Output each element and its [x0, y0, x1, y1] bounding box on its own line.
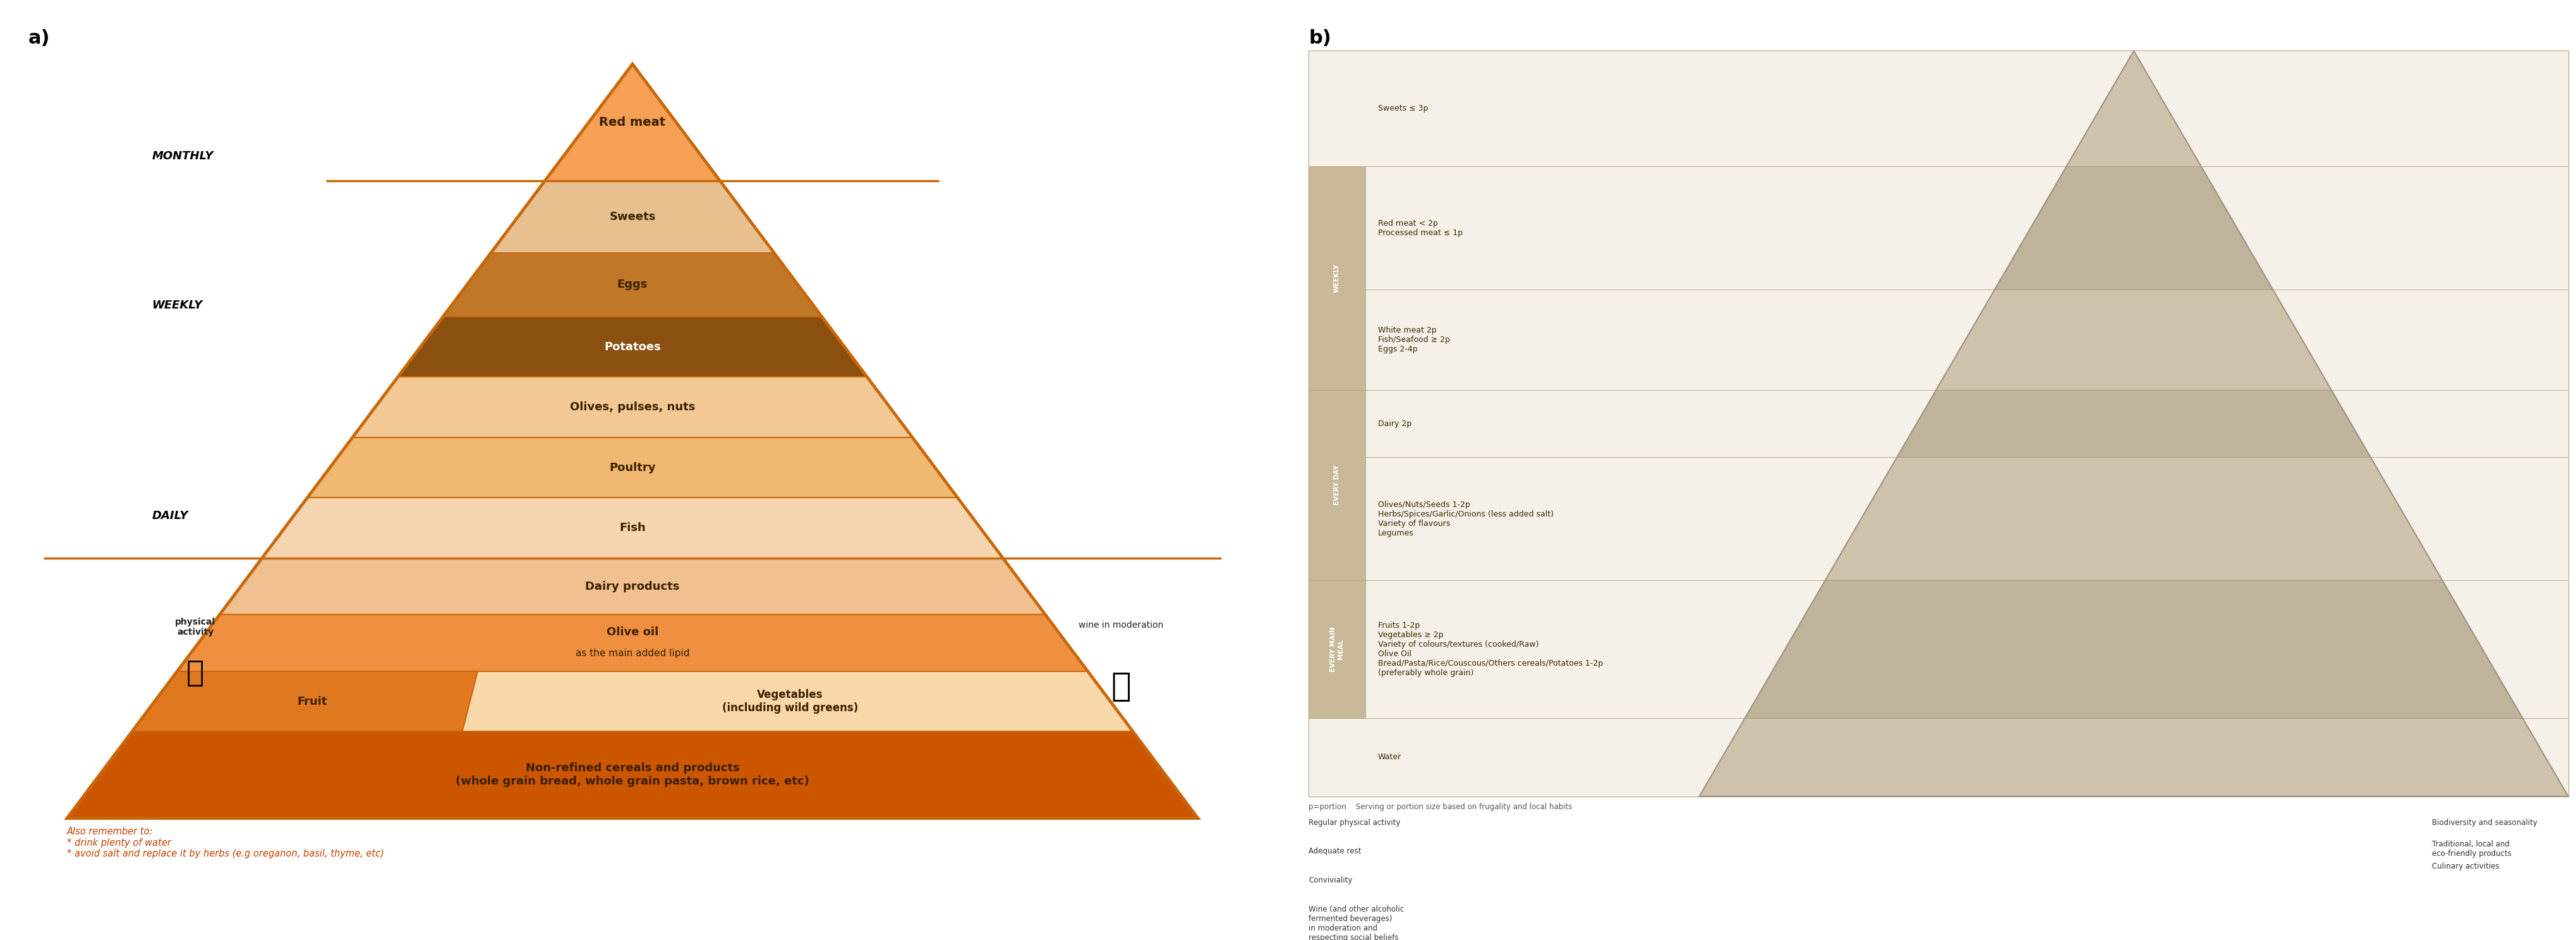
Text: Olives, pulses, nuts: Olives, pulses, nuts: [569, 401, 696, 413]
Polygon shape: [219, 558, 1046, 615]
Polygon shape: [67, 731, 1198, 819]
Text: Red meat < 2p
Processed meat ≤ 1p: Red meat < 2p Processed meat ≤ 1p: [1378, 219, 1463, 237]
Text: White meat 2p
Fish/Seafood ≥ 2p
Eggs 2-4p: White meat 2p Fish/Seafood ≥ 2p Eggs 2-4…: [1378, 326, 1450, 353]
Text: wine in moderation: wine in moderation: [1079, 621, 1164, 630]
Text: Dairy 2p: Dairy 2p: [1378, 419, 1412, 428]
Text: p=portion    Serving or portion size based on frugality and local habits: p=portion Serving or portion size based …: [1309, 803, 1571, 810]
Text: Sweets: Sweets: [611, 212, 657, 223]
Text: as the main added lipid: as the main added lipid: [574, 649, 690, 658]
Text: Also remember to:
* drink plenty of water
* avoid salt and replace it by herbs (: Also remember to: * drink plenty of wate…: [67, 827, 384, 858]
Text: Water: Water: [1378, 753, 1401, 761]
Text: Olives/Nuts/Seeds 1-2p
Herbs/Spices/Garlic/Onions (less added salt)
Variety of f: Olives/Nuts/Seeds 1-2p Herbs/Spices/Garl…: [1378, 500, 1553, 537]
Polygon shape: [307, 437, 958, 498]
Text: Traditional, local and
eco-friendly products: Traditional, local and eco-friendly prod…: [2432, 840, 2512, 858]
Text: a): a): [28, 29, 49, 47]
Text: physical
activity: physical activity: [175, 618, 216, 636]
Polygon shape: [263, 498, 1002, 558]
Text: Non-refined cereals and products
(whole grain bread, whole grain pasta, brown ri: Non-refined cereals and products (whole …: [456, 762, 809, 787]
Text: 🏃: 🏃: [185, 659, 204, 688]
Polygon shape: [443, 253, 822, 317]
Polygon shape: [2066, 51, 2200, 166]
Text: Red meat: Red meat: [600, 117, 665, 129]
Polygon shape: [178, 615, 1087, 671]
Polygon shape: [1826, 457, 2442, 580]
Text: 🍷: 🍷: [1110, 670, 1131, 703]
Text: Fish: Fish: [618, 523, 647, 534]
Text: Wine (and other alcoholic
fermented beverages)
in moderation and
respecting soci: Wine (and other alcoholic fermented beve…: [1309, 905, 1404, 940]
Polygon shape: [461, 671, 1133, 731]
Bar: [1309, 51, 2568, 796]
Polygon shape: [131, 671, 477, 731]
Polygon shape: [1994, 166, 2272, 290]
Text: Fruits 1-2p
Vegetables ≥ 2p
Variety of colours/textures (cooked/Raw)
Olive Oil
B: Fruits 1-2p Vegetables ≥ 2p Variety of c…: [1378, 621, 1602, 677]
Text: WEEKLY: WEEKLY: [152, 300, 204, 311]
Text: Sweets ≤ 3p: Sweets ≤ 3p: [1378, 104, 1427, 113]
Bar: [1309, 390, 2568, 457]
Bar: [1309, 580, 1365, 718]
Polygon shape: [1744, 580, 2522, 718]
Text: MONTHLY: MONTHLY: [152, 150, 214, 162]
Bar: [1309, 390, 1365, 580]
Polygon shape: [1937, 290, 2331, 390]
Text: Vegetables
(including wild greens): Vegetables (including wild greens): [721, 689, 858, 713]
Polygon shape: [353, 377, 912, 437]
Polygon shape: [544, 64, 721, 180]
Text: Adequate rest: Adequate rest: [1309, 847, 1360, 855]
Polygon shape: [397, 317, 868, 377]
Text: Biodiversity and seasonality: Biodiversity and seasonality: [2432, 819, 2537, 826]
Bar: [1309, 718, 2568, 796]
Text: Poultry: Poultry: [611, 462, 657, 473]
Text: Regular physical activity: Regular physical activity: [1309, 819, 1401, 826]
Polygon shape: [1700, 718, 2568, 796]
Text: Dairy products: Dairy products: [585, 581, 680, 592]
Text: Fruit: Fruit: [296, 696, 327, 707]
Text: Eggs: Eggs: [618, 279, 647, 290]
Text: EVERY MAIN
MEAL: EVERY MAIN MEAL: [1329, 627, 1345, 672]
Bar: [1309, 166, 2568, 290]
Text: WEEKLY: WEEKLY: [1334, 264, 1340, 293]
Bar: [1309, 51, 2568, 166]
Bar: [1309, 166, 1365, 390]
Text: EVERY DAY: EVERY DAY: [1334, 465, 1340, 505]
Polygon shape: [492, 180, 773, 253]
Bar: [1309, 457, 2568, 580]
Bar: [1309, 580, 2568, 718]
Text: DAILY: DAILY: [152, 510, 188, 522]
Text: Culinary activities: Culinary activities: [2432, 862, 2499, 870]
Text: b): b): [1309, 29, 1332, 47]
Text: Olive oil: Olive oil: [605, 627, 659, 638]
Bar: [1309, 290, 2568, 390]
Polygon shape: [1896, 390, 2370, 457]
Text: Potatoes: Potatoes: [605, 341, 662, 352]
Text: Conviviality: Conviviality: [1309, 876, 1352, 885]
